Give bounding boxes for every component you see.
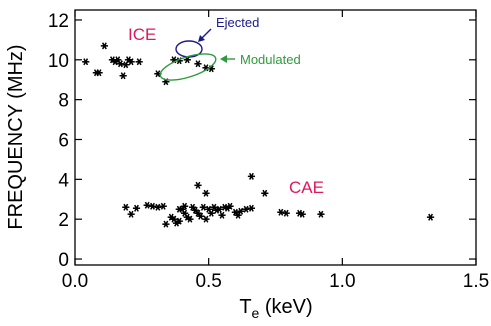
x-axis-title-unit: (keV) xyxy=(259,296,312,318)
data-point xyxy=(189,203,197,211)
data-point xyxy=(231,208,239,216)
ejected-arrow-head xyxy=(198,35,205,42)
data-point xyxy=(215,205,223,213)
data-point xyxy=(132,204,141,212)
data-point xyxy=(317,210,325,218)
data-point xyxy=(197,212,205,220)
data-point xyxy=(218,211,226,219)
data-point xyxy=(127,58,135,66)
y-tick-label: 2 xyxy=(58,210,69,231)
cae-label: CAE xyxy=(289,178,324,197)
data-point xyxy=(202,189,210,197)
data-point xyxy=(116,60,125,68)
x-tick-label: 1.0 xyxy=(329,271,355,292)
y-axis-title: FREQUENCY (MHz) xyxy=(5,44,27,229)
data-point xyxy=(207,209,215,217)
data-point xyxy=(82,58,90,66)
data-point xyxy=(119,72,127,80)
y-tick-label: 4 xyxy=(58,170,69,191)
data-point xyxy=(95,69,103,77)
data-points xyxy=(82,42,435,228)
data-point xyxy=(162,220,170,228)
data-point xyxy=(175,217,183,225)
modulated-ellipse xyxy=(159,53,217,81)
data-point xyxy=(282,209,290,217)
modulated-arrow-head xyxy=(220,55,227,63)
data-point xyxy=(426,213,435,221)
ejected-label: Ejected xyxy=(216,15,259,30)
x-axis-title-subscript: e xyxy=(252,305,260,321)
data-point xyxy=(194,209,202,217)
x-tick-label: 0.5 xyxy=(195,271,221,292)
data-point xyxy=(127,210,135,218)
data-point xyxy=(143,201,151,209)
data-point xyxy=(175,205,183,213)
data-point xyxy=(247,172,256,180)
data-point xyxy=(181,209,189,217)
data-point xyxy=(100,42,109,50)
data-point xyxy=(237,207,245,215)
x-tick-label: 1.5 xyxy=(463,271,489,292)
data-point xyxy=(298,210,306,218)
y-tick-label: 6 xyxy=(58,130,69,151)
data-point xyxy=(226,202,234,210)
data-point xyxy=(199,203,207,211)
data-point xyxy=(194,181,202,189)
data-point xyxy=(191,206,199,214)
y-tick-label: 8 xyxy=(58,91,69,112)
modulated-label: Modulated xyxy=(240,52,301,67)
data-point xyxy=(154,203,162,211)
data-point xyxy=(242,205,250,213)
plot-frame xyxy=(74,9,477,266)
axis-ticks: 0.0 0.5 1.0 1.5 0 2 4 6 8 10 12 xyxy=(48,10,489,292)
data-point xyxy=(202,215,210,223)
data-point xyxy=(159,202,167,210)
data-point xyxy=(122,61,130,69)
data-point xyxy=(277,208,285,216)
data-point xyxy=(247,204,256,212)
data-point xyxy=(210,203,218,211)
data-point xyxy=(135,58,143,66)
x-axis-title-main: T xyxy=(239,296,251,318)
data-point xyxy=(181,202,189,210)
x-axis-title: Te (keV) xyxy=(239,296,312,321)
x-tick-label: 0.0 xyxy=(62,271,88,292)
y-tick-label: 10 xyxy=(48,51,69,72)
data-point xyxy=(186,215,194,223)
data-point xyxy=(261,189,269,197)
data-point xyxy=(194,60,202,68)
data-point xyxy=(122,203,130,211)
data-point xyxy=(148,202,157,210)
ejected-ellipse xyxy=(175,40,203,58)
ice-label: ICE xyxy=(128,25,156,44)
y-tick-label: 12 xyxy=(48,11,69,32)
y-tick-label: 0 xyxy=(58,250,69,271)
